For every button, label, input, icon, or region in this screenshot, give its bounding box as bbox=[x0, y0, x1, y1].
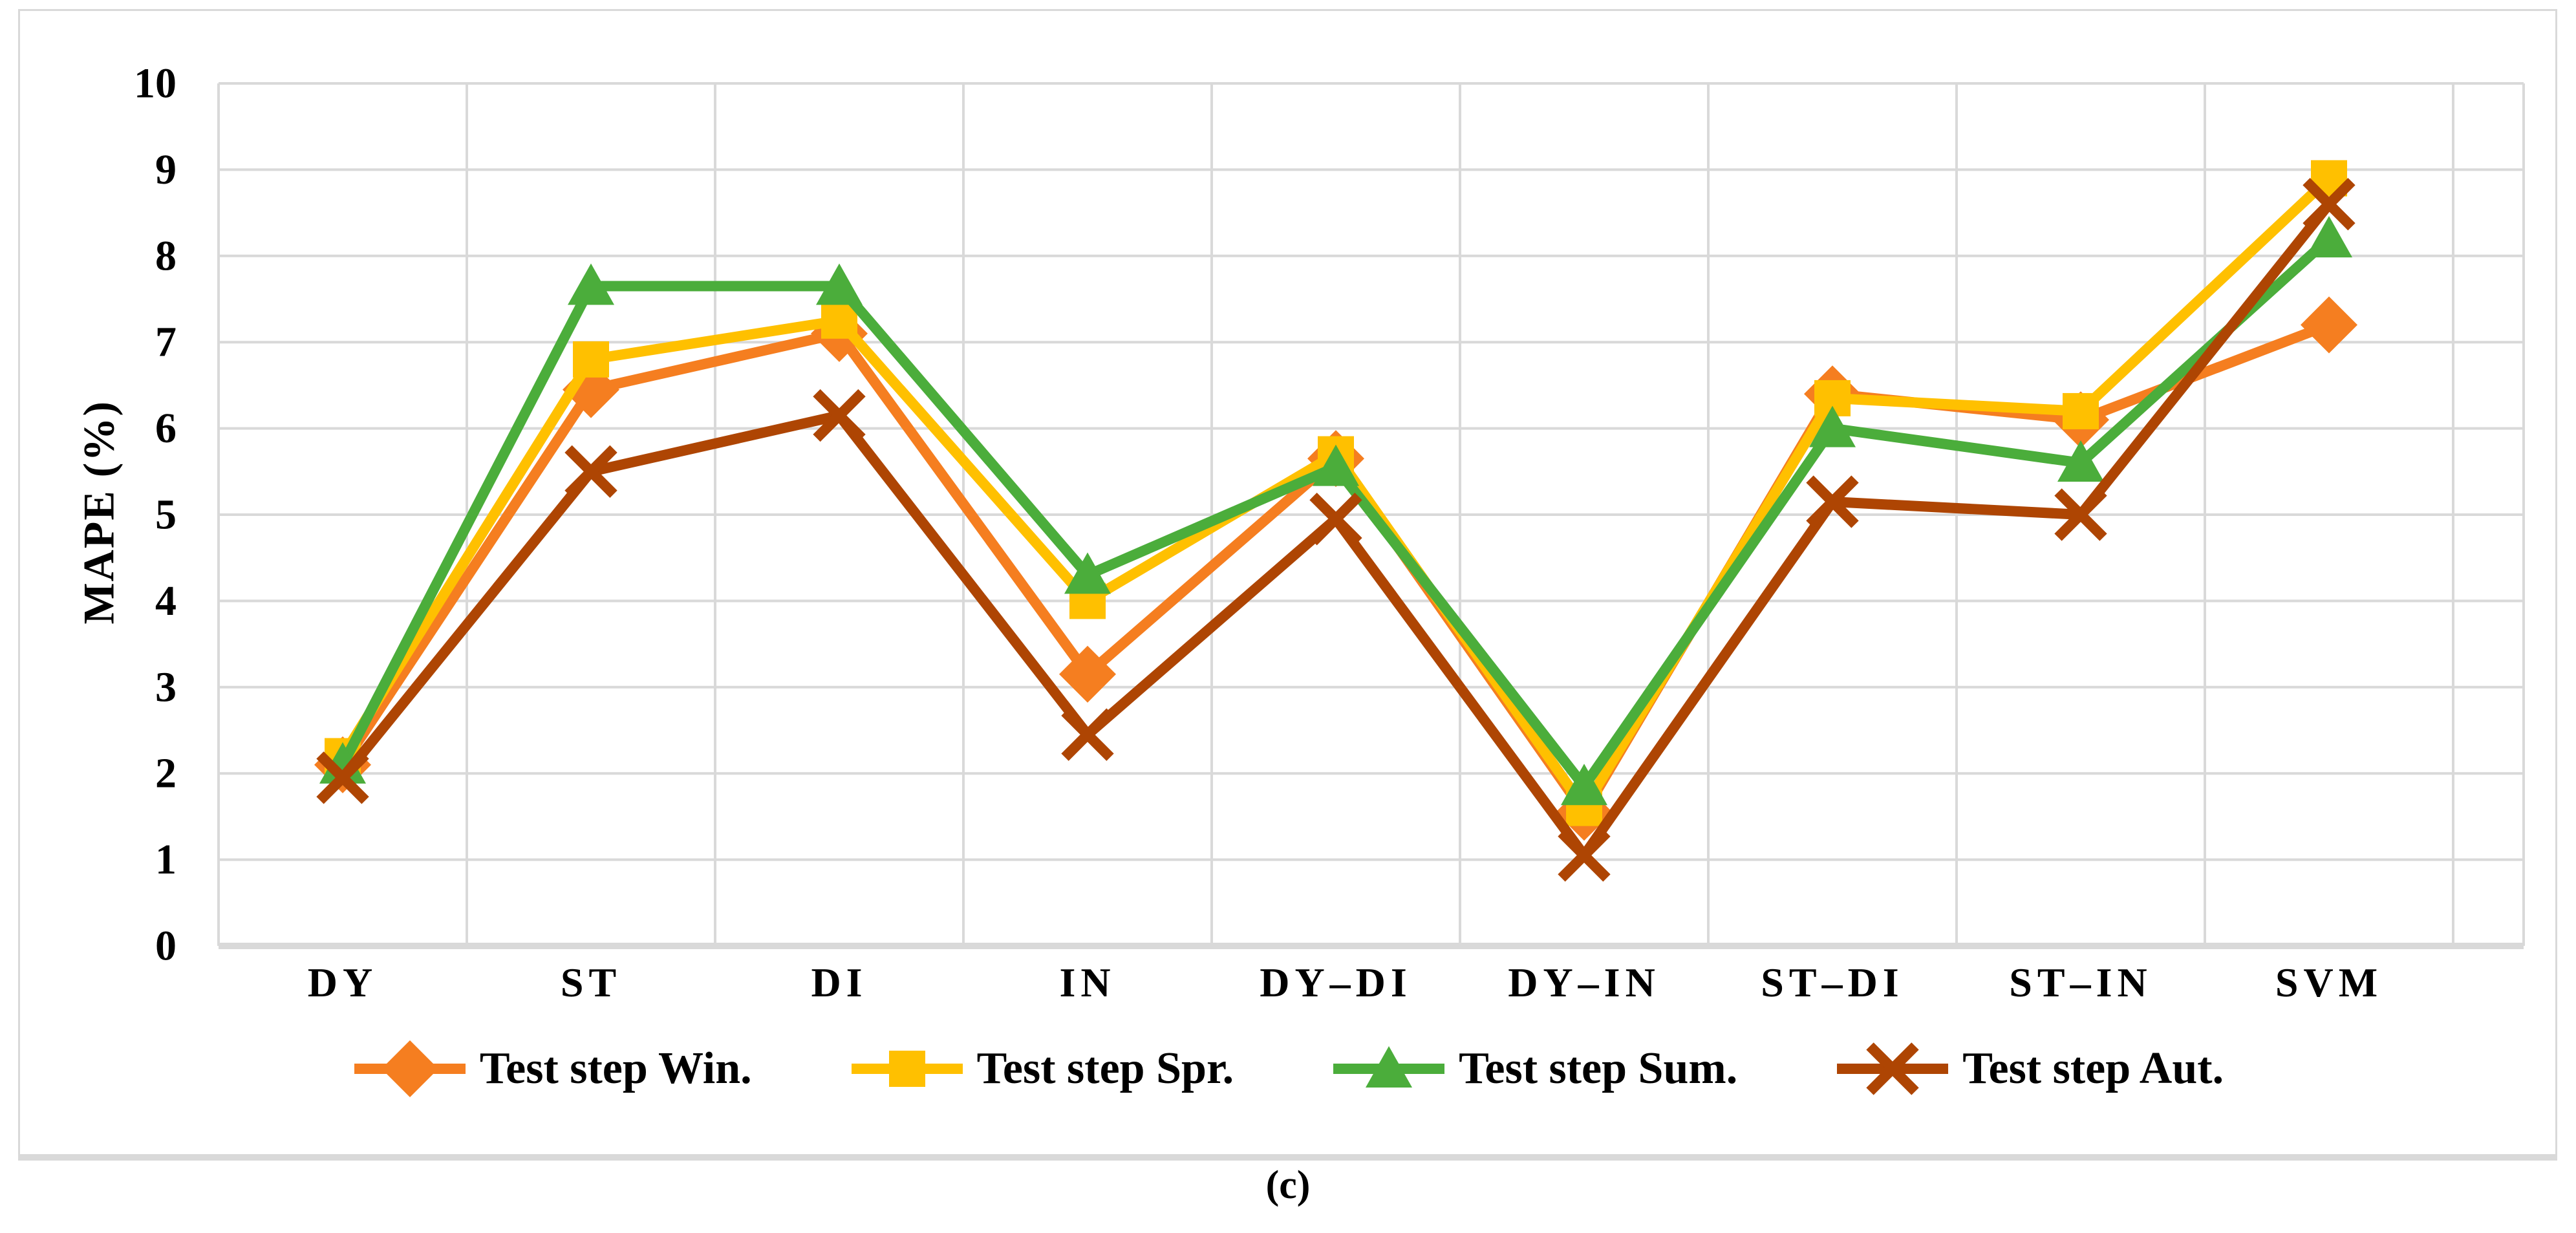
x-marker bbox=[1309, 493, 1362, 546]
triangle-marker bbox=[1561, 764, 1607, 806]
series-line bbox=[338, 200, 2334, 861]
y-tick-label: 9 bbox=[155, 146, 177, 193]
x-category-label: ST–IN bbox=[2009, 960, 2152, 1005]
series-1 bbox=[314, 296, 2357, 841]
diamond-marker bbox=[381, 1040, 438, 1097]
legend-marker-icon bbox=[851, 1051, 963, 1087]
triangle-marker bbox=[2057, 440, 2104, 482]
triangle-marker bbox=[1809, 405, 1856, 447]
y-tick-label: 4 bbox=[155, 577, 177, 625]
x-marker bbox=[813, 389, 866, 442]
x-category-label: ST bbox=[561, 960, 621, 1005]
square-marker bbox=[2063, 392, 2099, 429]
legend-item: Test step Spr. bbox=[849, 1038, 1234, 1100]
square-marker bbox=[821, 302, 857, 339]
legend-label: Test step Spr. bbox=[976, 1044, 1234, 1093]
x-category-label: SVM bbox=[2275, 960, 2383, 1005]
diamond-marker bbox=[1059, 645, 1116, 703]
chart-figure: MAPE (%) 0 1 2 3 4 5 6 7 8 9 10 DY ST DI IN DY–DI DY–IN S… bbox=[18, 9, 2557, 1161]
x-category-label: DI bbox=[811, 960, 867, 1005]
y-tick-label: 2 bbox=[155, 750, 177, 797]
x-marker bbox=[1866, 1042, 1919, 1095]
x-marker bbox=[1806, 475, 1859, 528]
legend-marker-icon bbox=[354, 1040, 466, 1097]
x-marker bbox=[2302, 178, 2356, 231]
legend-label: Test step Aut. bbox=[1962, 1044, 2224, 1093]
triangle-marker bbox=[1313, 444, 1359, 486]
legend-marker-icon bbox=[1837, 1042, 1949, 1095]
triangle-marker bbox=[1366, 1046, 1413, 1088]
square-marker bbox=[888, 1051, 925, 1087]
x-category-label: IN bbox=[1059, 960, 1115, 1005]
y-tick-label: 8 bbox=[155, 232, 177, 279]
series-line bbox=[338, 174, 2333, 813]
figure-caption: (c) bbox=[1265, 1163, 1311, 1207]
triangle-marker bbox=[1064, 552, 1111, 594]
series-2 bbox=[325, 160, 2347, 826]
y-tick-label: 7 bbox=[155, 319, 177, 366]
triangle-marker bbox=[816, 263, 863, 305]
x-marker bbox=[1558, 829, 1611, 882]
x-category-label: DY bbox=[308, 960, 378, 1005]
legend-marker-icon bbox=[1333, 1046, 1445, 1088]
series-4 bbox=[316, 178, 2356, 882]
legend-item: Test step Aut. bbox=[1834, 1038, 2224, 1100]
x-marker bbox=[2054, 488, 2107, 541]
y-tick-label: 3 bbox=[155, 663, 177, 711]
y-tick-label: 0 bbox=[155, 923, 177, 970]
x-marker bbox=[564, 445, 617, 498]
y-tick-label: 5 bbox=[155, 491, 177, 539]
square-marker bbox=[573, 341, 609, 378]
diamond-marker bbox=[2301, 296, 2357, 354]
x-category-label: DY–DI bbox=[1260, 960, 1412, 1005]
y-tick-label: 6 bbox=[155, 405, 177, 452]
x-marker bbox=[316, 751, 369, 804]
y-tick-label: 1 bbox=[155, 836, 177, 883]
legend-item: Test step Win. bbox=[352, 1038, 752, 1100]
x-category-label: ST–DI bbox=[1761, 960, 1904, 1005]
legend-item: Test step Sum. bbox=[1331, 1038, 1737, 1100]
chart-legend: Test step Win. Test step Spr. Test step Su… bbox=[20, 1038, 2555, 1100]
legend-label: Test step Win. bbox=[479, 1044, 752, 1093]
line-chart: 0 1 2 3 4 5 6 7 8 9 10 DY ST DI IN DY–DI DY–IN ST–DI ST–IN… bbox=[134, 60, 2525, 1005]
x-category-label: DY–IN bbox=[1508, 960, 1660, 1005]
y-tick-label: 10 bbox=[134, 60, 177, 107]
series-line bbox=[338, 320, 2331, 818]
triangle-marker bbox=[2306, 216, 2352, 258]
x-marker bbox=[1061, 708, 1114, 761]
series-3 bbox=[319, 216, 2352, 806]
triangle-marker bbox=[568, 263, 614, 305]
legend-label: Test step Sum. bbox=[1459, 1044, 1738, 1093]
